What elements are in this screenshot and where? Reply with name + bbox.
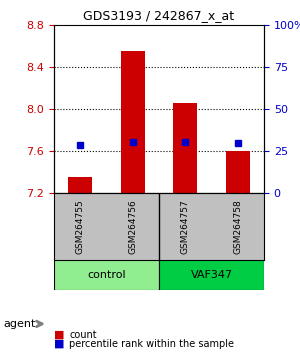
Text: GSM264755: GSM264755 (76, 199, 85, 253)
Bar (159, 260, 264, 290)
Bar (121, 51, 145, 193)
Bar (173, 103, 197, 193)
Title: GDS3193 / 242867_x_at: GDS3193 / 242867_x_at (83, 9, 235, 22)
Text: count: count (69, 330, 97, 339)
Text: ■: ■ (54, 330, 64, 339)
Bar (54, 260, 159, 290)
Text: GSM264757: GSM264757 (181, 199, 190, 253)
Text: GSM264758: GSM264758 (233, 199, 242, 253)
Text: GSM264756: GSM264756 (128, 199, 137, 253)
Text: VAF347: VAF347 (190, 270, 232, 280)
Text: percentile rank within the sample: percentile rank within the sample (69, 339, 234, 349)
Text: control: control (87, 270, 126, 280)
Bar (226, 151, 250, 193)
Text: agent: agent (3, 319, 35, 329)
Bar (68, 177, 92, 193)
Text: ■: ■ (54, 339, 64, 349)
